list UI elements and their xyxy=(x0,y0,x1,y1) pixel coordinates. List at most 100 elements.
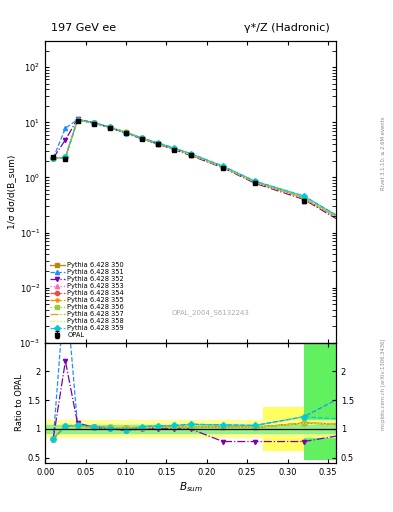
Pythia 6.428 351 xyxy=(91,119,96,125)
Line: Pythia 6.428 350: Pythia 6.428 350 xyxy=(51,118,354,228)
Pythia 6.428 359 xyxy=(253,178,257,184)
Pythia 6.428 355 xyxy=(253,179,257,185)
Pythia 6.428 356 xyxy=(301,195,306,201)
Pythia 6.428 355 xyxy=(107,124,112,130)
Pythia 6.428 351 xyxy=(301,193,306,199)
Pythia 6.428 355 xyxy=(350,223,354,229)
Pythia 6.428 353 xyxy=(63,155,68,161)
Pythia 6.428 357 xyxy=(172,146,177,152)
Pythia 6.428 351 xyxy=(63,125,68,132)
Pythia 6.428 358 xyxy=(350,223,354,229)
Pythia 6.428 350 xyxy=(188,152,193,158)
Pythia 6.428 350 xyxy=(107,124,112,130)
Pythia 6.428 352 xyxy=(51,155,56,161)
Pythia 6.428 353 xyxy=(51,155,56,161)
Pythia 6.428 353 xyxy=(301,195,306,201)
Pythia 6.428 358 xyxy=(220,164,225,170)
Pythia 6.428 350 xyxy=(124,129,129,135)
Pythia 6.428 353 xyxy=(124,129,129,135)
Pythia 6.428 351 xyxy=(75,117,80,123)
Pythia 6.428 350 xyxy=(140,135,145,141)
Pythia 6.428 359 xyxy=(91,119,96,125)
Pythia 6.428 357 xyxy=(188,152,193,158)
Pythia 6.428 357 xyxy=(75,117,80,123)
Pythia 6.428 351 xyxy=(107,124,112,131)
Line: Pythia 6.428 358: Pythia 6.428 358 xyxy=(53,120,352,226)
Pythia 6.428 354 xyxy=(220,164,225,170)
Pythia 6.428 354 xyxy=(156,141,161,147)
Pythia 6.428 352 xyxy=(63,137,68,143)
Pythia 6.428 354 xyxy=(301,195,306,201)
Pythia 6.428 352 xyxy=(301,196,306,202)
Pythia 6.428 358 xyxy=(301,195,306,201)
Pythia 6.428 351 xyxy=(220,163,225,169)
Pythia 6.428 359 xyxy=(156,140,161,146)
Pythia 6.428 356 xyxy=(350,223,354,229)
Line: Pythia 6.428 354: Pythia 6.428 354 xyxy=(51,118,354,228)
Pythia 6.428 357 xyxy=(220,164,225,170)
Pythia 6.428 358 xyxy=(124,129,129,135)
Pythia 6.428 358 xyxy=(188,152,193,158)
Pythia 6.428 353 xyxy=(253,179,257,185)
Text: 197 GeV ee: 197 GeV ee xyxy=(51,24,116,33)
Pythia 6.428 352 xyxy=(220,165,225,171)
Pythia 6.428 352 xyxy=(91,120,96,126)
Line: Pythia 6.428 355: Pythia 6.428 355 xyxy=(51,118,354,228)
Pythia 6.428 351 xyxy=(156,140,161,146)
Pythia 6.428 350 xyxy=(63,155,68,161)
Pythia 6.428 358 xyxy=(63,155,68,161)
Pythia 6.428 350 xyxy=(350,223,354,229)
Pythia 6.428 358 xyxy=(75,117,80,123)
Line: Pythia 6.428 357: Pythia 6.428 357 xyxy=(53,120,352,226)
Pythia 6.428 355 xyxy=(140,135,145,141)
Pythia 6.428 351 xyxy=(253,178,257,184)
Pythia 6.428 352 xyxy=(350,225,354,231)
Pythia 6.428 357 xyxy=(140,135,145,141)
Pythia 6.428 357 xyxy=(91,120,96,126)
Pythia 6.428 358 xyxy=(51,155,56,161)
Pythia 6.428 355 xyxy=(63,155,68,161)
Pythia 6.428 356 xyxy=(172,146,177,152)
Pythia 6.428 355 xyxy=(188,152,193,158)
Pythia 6.428 359 xyxy=(63,155,68,161)
Pythia 6.428 353 xyxy=(91,120,96,126)
Pythia 6.428 359 xyxy=(188,151,193,157)
Pythia 6.428 356 xyxy=(107,124,112,130)
Pythia 6.428 350 xyxy=(253,179,257,185)
Pythia 6.428 353 xyxy=(156,141,161,147)
Pythia 6.428 352 xyxy=(188,153,193,159)
Pythia 6.428 354 xyxy=(91,120,96,126)
Pythia 6.428 359 xyxy=(172,145,177,151)
Pythia 6.428 355 xyxy=(91,120,96,126)
Pythia 6.428 359 xyxy=(124,130,129,136)
Pythia 6.428 350 xyxy=(301,195,306,201)
Pythia 6.428 353 xyxy=(140,135,145,141)
Pythia 6.428 350 xyxy=(156,141,161,147)
Pythia 6.428 352 xyxy=(140,136,145,142)
Pythia 6.428 354 xyxy=(188,152,193,158)
Pythia 6.428 355 xyxy=(172,146,177,152)
Pythia 6.428 359 xyxy=(75,117,80,123)
Y-axis label: Ratio to OPAL: Ratio to OPAL xyxy=(15,375,24,432)
Pythia 6.428 351 xyxy=(124,130,129,136)
Pythia 6.428 351 xyxy=(172,145,177,151)
Text: mcplots.cern.ch [arXiv:1306.3436]: mcplots.cern.ch [arXiv:1306.3436] xyxy=(381,338,386,430)
Y-axis label: 1/σ dσ/d(B_sum): 1/σ dσ/d(B_sum) xyxy=(7,155,17,229)
Pythia 6.428 357 xyxy=(51,155,56,161)
Pythia 6.428 352 xyxy=(156,141,161,147)
Pythia 6.428 359 xyxy=(140,135,145,141)
Pythia 6.428 356 xyxy=(124,129,129,135)
Pythia 6.428 359 xyxy=(301,193,306,199)
Pythia 6.428 355 xyxy=(51,155,56,161)
Pythia 6.428 355 xyxy=(156,141,161,147)
Pythia 6.428 356 xyxy=(253,179,257,185)
Pythia 6.428 358 xyxy=(172,146,177,152)
Pythia 6.428 354 xyxy=(253,179,257,185)
Pythia 6.428 356 xyxy=(63,155,68,161)
Pythia 6.428 355 xyxy=(301,195,306,201)
Pythia 6.428 356 xyxy=(220,164,225,170)
Pythia 6.428 354 xyxy=(51,155,56,161)
Pythia 6.428 350 xyxy=(91,120,96,126)
Pythia 6.428 357 xyxy=(107,124,112,130)
Line: Pythia 6.428 351: Pythia 6.428 351 xyxy=(51,118,354,226)
